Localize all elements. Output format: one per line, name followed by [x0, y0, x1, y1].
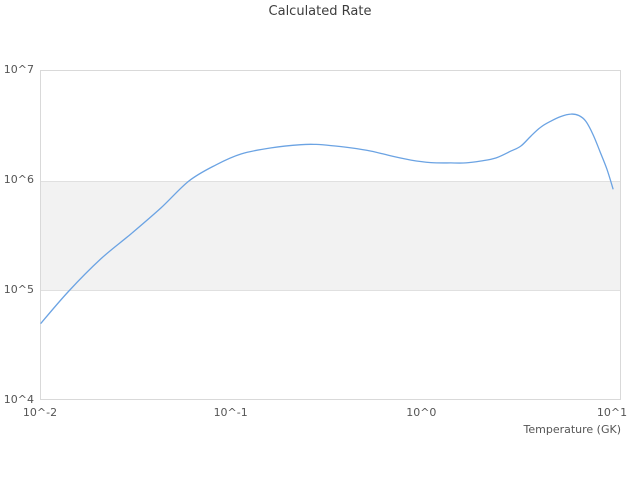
- y-tick-10^6: 10^6: [3, 173, 34, 186]
- plot-area: [40, 70, 621, 400]
- y-tick-10^7: 10^7: [3, 63, 34, 76]
- highlight-band: [41, 181, 620, 291]
- x-tick-10^-2: 10^-2: [22, 406, 58, 419]
- y-tick-10^4: 10^4: [3, 393, 34, 406]
- y-tick-10^5: 10^5: [3, 283, 34, 296]
- x-tick-10^0: 10^0: [406, 406, 437, 419]
- chart-title: Calculated Rate: [268, 4, 372, 19]
- rate-curve: [40, 113, 614, 324]
- rate-curve-svg: [40, 113, 614, 324]
- x-tick-10^-1: 10^-1: [213, 406, 248, 419]
- x-axis-label: Temperature (GK): [523, 423, 622, 436]
- x-tick-10^1: 10^1: [596, 406, 628, 419]
